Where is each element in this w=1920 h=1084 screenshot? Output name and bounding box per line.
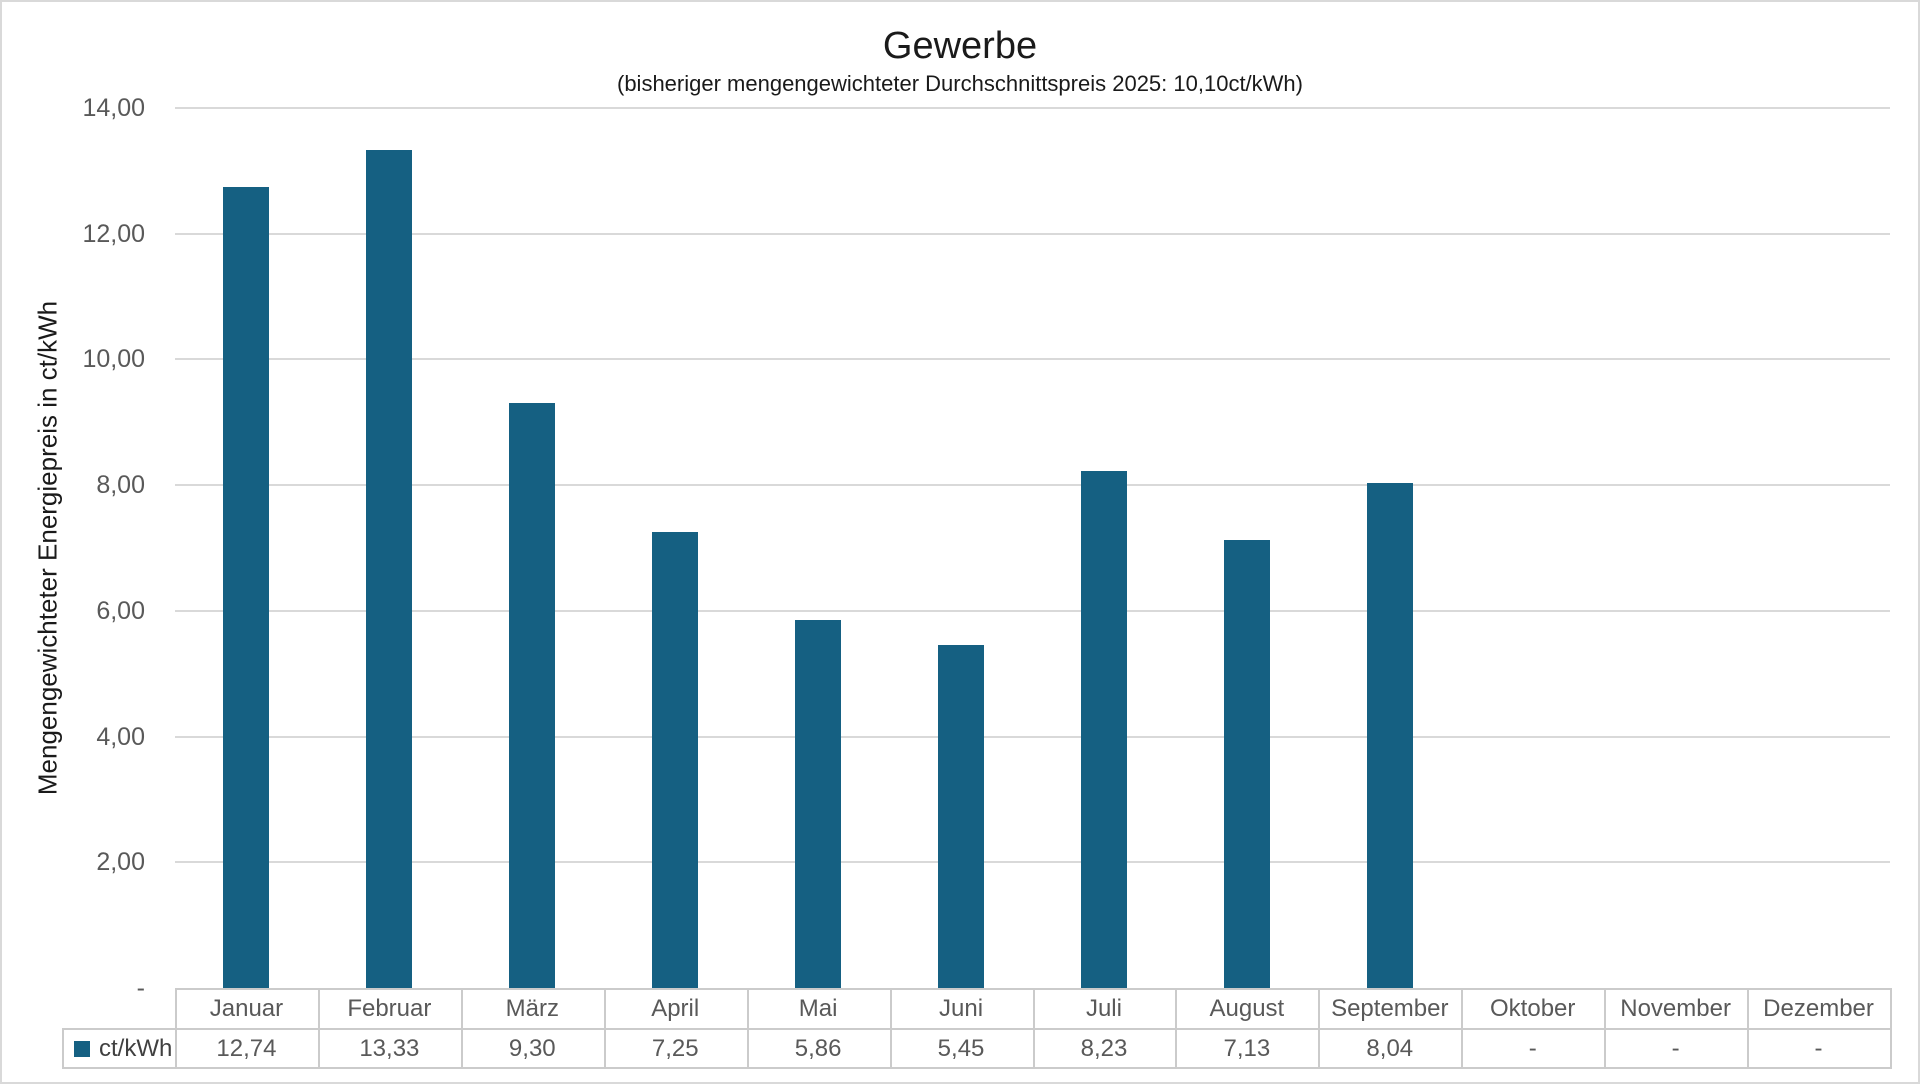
y-axis-tick-label: 10,00 <box>82 345 145 374</box>
table-month-header-april: April <box>651 995 700 1022</box>
table-column-border <box>460 988 463 1069</box>
gridline-6-00 <box>175 609 1890 612</box>
table-month-header-dezember: Dezember <box>1763 995 1874 1022</box>
bar-juli <box>1080 470 1127 988</box>
legend-cell-left-border <box>62 1028 64 1069</box>
table-value-cell-januar: 12,74 <box>216 1035 277 1062</box>
bar-februar <box>366 150 413 988</box>
bar-mai <box>795 619 842 988</box>
gridline-10-00 <box>175 358 1890 361</box>
table-value-cell-mrz: 9,30 <box>508 1035 556 1062</box>
legend-series-label: ct/kWh <box>99 1034 173 1062</box>
table-month-header-september: September <box>1331 995 1449 1022</box>
y-axis-tick-label: 2,00 <box>96 848 145 877</box>
table-column-border <box>603 988 606 1069</box>
table-column-border <box>1747 988 1750 1069</box>
table-value-cell-august: 7,13 <box>1223 1035 1271 1062</box>
table-value-cell-juli: 8,23 <box>1080 1035 1128 1062</box>
table-month-header-juni: Juni <box>939 995 984 1022</box>
table-column-border <box>1032 988 1035 1069</box>
table-value-cell-juni: 5,45 <box>937 1035 985 1062</box>
table-value-cell-november: - <box>1671 1035 1680 1062</box>
table-month-header-august: August <box>1209 995 1285 1022</box>
table-month-header-mai: Mai <box>798 995 838 1022</box>
y-axis-tick-label: 8,00 <box>96 471 145 500</box>
table-value-cell-september: 8,04 <box>1366 1035 1414 1062</box>
bar-april <box>652 532 699 988</box>
table-column-border <box>1461 988 1464 1069</box>
chart-subtitle: (bisheriger mengengewichteter Durchschni… <box>617 71 1303 96</box>
table-month-header-januar: Januar <box>209 995 284 1022</box>
y-axis-tick-label: 12,00 <box>82 219 145 248</box>
bar-januar <box>223 187 270 988</box>
table-month-header-oktober: Oktober <box>1490 995 1576 1022</box>
bar-juni <box>938 645 985 988</box>
gridline-12-00 <box>175 232 1890 235</box>
y-axis-tick-label: 14,00 <box>82 94 145 122</box>
table-value-cell-oktober: - <box>1528 1035 1537 1062</box>
table-column-border <box>1604 988 1607 1069</box>
legend-color-swatch <box>74 1040 90 1057</box>
table-column-border <box>889 988 892 1069</box>
y-axis-tick-label: 6,00 <box>96 596 145 625</box>
table-column-border <box>1890 988 1892 1069</box>
table-value-cell-april: 7,25 <box>651 1035 699 1062</box>
gridline-14-00 <box>175 107 1890 109</box>
table-row-divider <box>62 1028 1892 1030</box>
table-column-border <box>1318 988 1321 1069</box>
bar-mrz <box>509 403 556 988</box>
table-column-border <box>175 988 177 1069</box>
gridline-2-00 <box>175 861 1890 864</box>
table-value-cell-mai: 5,86 <box>794 1035 842 1062</box>
table-month-header-november: November <box>1620 995 1731 1022</box>
bar-august <box>1223 539 1270 988</box>
table-month-header-februar: Februar <box>347 995 432 1022</box>
y-axis-tick-label: - <box>136 974 145 1002</box>
table-value-cell-februar: 13,33 <box>359 1035 420 1062</box>
table-month-header-mrz: März <box>505 995 559 1022</box>
gridline-4-00 <box>175 735 1890 738</box>
chart-title: Gewerbe <box>882 25 1038 67</box>
gridline-8-00 <box>175 484 1890 487</box>
table-column-border <box>317 988 320 1069</box>
y-axis-tick-label: 4,00 <box>96 722 145 751</box>
table-value-cell-dezember: - <box>1814 1035 1823 1062</box>
table-bottom-border <box>62 1067 1892 1069</box>
table-column-border <box>1175 988 1178 1069</box>
legend-cell: ct/kWh <box>64 1030 175 1067</box>
table-month-header-juli: Juli <box>1085 995 1122 1022</box>
table-column-border <box>746 988 749 1069</box>
bar-september <box>1366 482 1413 988</box>
